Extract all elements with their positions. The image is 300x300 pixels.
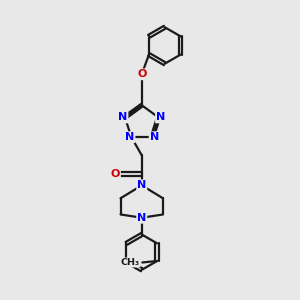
Text: N: N [125, 132, 134, 142]
Text: N: N [150, 132, 159, 142]
Text: CH₃: CH₃ [121, 258, 140, 267]
Text: O: O [137, 69, 146, 79]
Text: N: N [137, 180, 146, 190]
Text: O: O [111, 169, 120, 179]
Text: N: N [118, 112, 128, 122]
Text: N: N [156, 112, 165, 122]
Text: N: N [137, 213, 146, 223]
